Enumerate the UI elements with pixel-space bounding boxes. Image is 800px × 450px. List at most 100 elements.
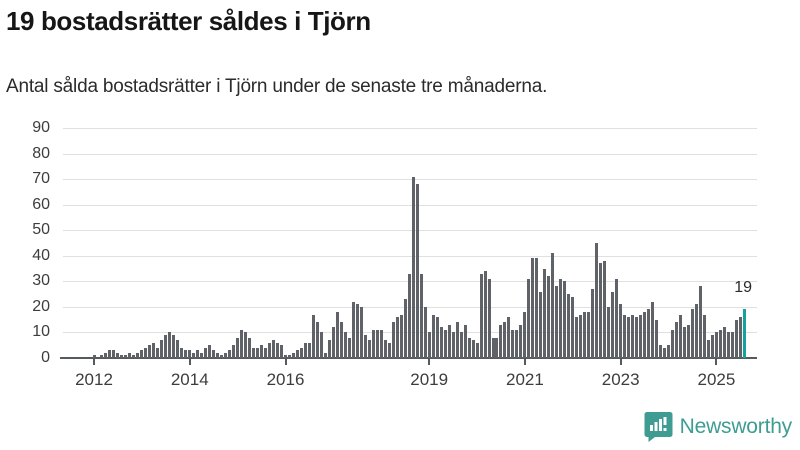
bar: [124, 355, 128, 358]
y-axis-label: 80: [32, 144, 50, 162]
bar: [471, 340, 475, 358]
bar: [738, 317, 742, 358]
bar: [694, 304, 698, 358]
x-axis-label: 2016: [266, 370, 305, 389]
y-axis-label: 60: [32, 195, 50, 213]
bar: [391, 322, 395, 358]
newsworthy-bar-chart-icon: [644, 411, 673, 442]
bar: [256, 347, 260, 358]
bar: [371, 329, 375, 358]
bar: [447, 324, 451, 358]
gridline: [63, 153, 757, 155]
bar: [595, 243, 599, 358]
y-axis-label: 10: [32, 323, 50, 341]
bar: [603, 260, 607, 358]
bar: [587, 312, 591, 358]
bar: [427, 332, 431, 358]
bar: [164, 335, 168, 358]
bar: [232, 345, 236, 358]
bar: [272, 340, 276, 358]
bar: [387, 342, 391, 358]
bar: [276, 342, 280, 358]
bar: [463, 324, 467, 358]
highlighted-bar: [742, 309, 746, 358]
y-axis-label: 30: [32, 272, 50, 290]
bar: [571, 296, 575, 358]
y-axis-label: 50: [32, 221, 50, 239]
bar: [718, 329, 722, 358]
bar: [555, 286, 559, 358]
bar: [212, 350, 216, 358]
x-axis-label: 2021: [505, 370, 544, 389]
bar: [375, 329, 379, 358]
bar: [112, 350, 116, 358]
bar: [655, 319, 659, 358]
gridline: [63, 255, 757, 257]
bar: [710, 335, 714, 358]
bar: [335, 312, 339, 358]
bar: [659, 345, 663, 358]
bar: [714, 332, 718, 358]
bar: [351, 301, 355, 358]
bar: [395, 317, 399, 358]
bar: [499, 324, 503, 358]
bar: [319, 332, 323, 358]
bar: [196, 350, 200, 358]
bar: [108, 350, 112, 358]
bar: [483, 271, 487, 358]
bar: [411, 176, 415, 358]
last-value-annotation: 19: [734, 279, 752, 296]
bar: [295, 350, 299, 358]
bar: [379, 329, 383, 358]
bar: [128, 352, 132, 358]
bar: [208, 345, 212, 358]
bar: [220, 355, 224, 358]
newsworthy-logo-text: Newsworthy: [679, 414, 793, 438]
bar: [635, 317, 639, 358]
x-axis-label: 2012: [75, 370, 113, 389]
bar: [667, 345, 671, 358]
bar: [475, 342, 479, 358]
bar: [415, 184, 419, 358]
bar: [224, 352, 228, 358]
bar: [675, 322, 679, 358]
bar: [611, 291, 615, 358]
bar: [491, 337, 495, 358]
bar: [663, 347, 667, 358]
bar: [280, 345, 284, 358]
bar: [459, 332, 463, 358]
y-axis-label: 0: [41, 349, 50, 366]
bar: [599, 263, 603, 358]
bar: [519, 324, 523, 358]
bar: [439, 327, 443, 358]
x-axis-label: 2023: [601, 370, 640, 389]
bar: [407, 273, 411, 358]
newsworthy-logo: Newsworthy: [644, 411, 792, 442]
bar: [200, 352, 204, 358]
bar: [627, 317, 631, 358]
bar: [631, 314, 635, 358]
bar: [539, 291, 543, 358]
bar: [252, 347, 256, 358]
gridline: [63, 204, 757, 206]
bar: [288, 355, 291, 358]
bar: [531, 258, 535, 358]
bar: [303, 342, 307, 358]
bar: [543, 268, 547, 358]
bar: [399, 314, 403, 358]
bar: [311, 314, 315, 358]
bar: [136, 352, 140, 358]
bar: [623, 314, 627, 358]
bar: [260, 345, 264, 358]
x-axis-tick: [284, 359, 287, 365]
bar: [487, 278, 491, 358]
x-axis-line: [60, 357, 757, 359]
bar: [132, 355, 136, 358]
bar: [188, 350, 192, 358]
y-axis-label: 70: [32, 170, 50, 188]
bar: [152, 342, 156, 358]
bar: [683, 327, 687, 358]
bar: [734, 319, 738, 358]
bar: [176, 340, 180, 358]
bar: [359, 306, 363, 358]
